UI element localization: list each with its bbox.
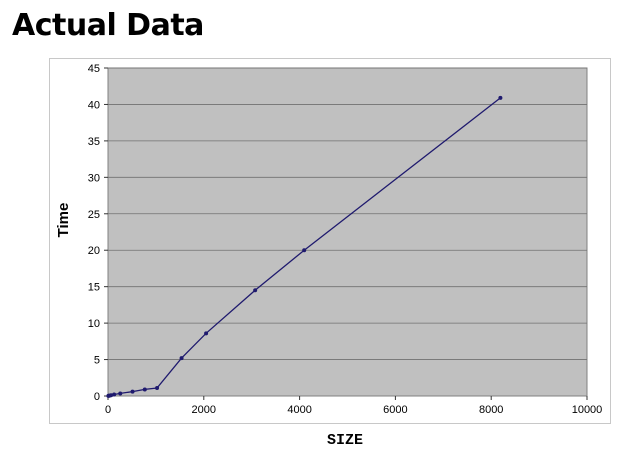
data-point xyxy=(498,95,503,100)
y-tick-label: 20 xyxy=(88,245,100,257)
data-point xyxy=(112,392,117,397)
y-tick-label: 45 xyxy=(88,63,100,75)
x-tick-label: 2000 xyxy=(192,404,216,416)
x-axis-label: SIZE xyxy=(327,432,363,449)
plot-area xyxy=(107,67,588,397)
page-title: Actual Data xyxy=(12,8,204,43)
series-layer xyxy=(106,95,503,398)
y-tick-label: 10 xyxy=(88,318,100,330)
gridlines xyxy=(108,67,587,360)
data-point xyxy=(118,391,123,396)
data-point xyxy=(155,385,160,390)
y-tick-label: 25 xyxy=(88,209,100,221)
x-tick-label: 0 xyxy=(105,404,111,416)
data-point xyxy=(253,288,258,293)
y-axis-ticks: 0 5 10 15 20 25 30 35 40 45 xyxy=(88,63,108,403)
data-point xyxy=(142,387,147,392)
data-point xyxy=(130,389,135,394)
y-tick-label: 0 xyxy=(94,391,100,403)
data-point xyxy=(109,393,114,398)
data-point xyxy=(302,248,307,253)
y-tick-label: 35 xyxy=(88,136,100,148)
y-tick-label: 40 xyxy=(88,99,100,111)
y-tick-label: 30 xyxy=(88,172,100,184)
x-tick-label: 8000 xyxy=(479,404,503,416)
x-tick-label: 6000 xyxy=(383,404,407,416)
data-point xyxy=(204,331,209,336)
y-tick-label: 15 xyxy=(88,282,100,294)
x-axis-ticks: 0 2000 4000 6000 8000 10000 xyxy=(105,396,602,416)
x-tick-label: 4000 xyxy=(287,404,311,416)
data-point xyxy=(179,356,184,361)
y-tick-label: 5 xyxy=(94,355,100,367)
y-axis-label: Time xyxy=(55,203,72,238)
x-tick-label: 10000 xyxy=(572,404,603,416)
